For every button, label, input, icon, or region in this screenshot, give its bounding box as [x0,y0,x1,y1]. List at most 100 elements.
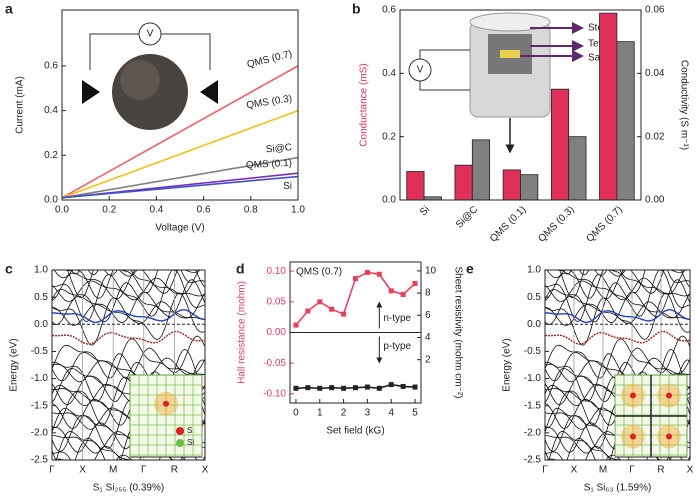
legend-label: QMS (0.3) [246,93,293,111]
legend-label: QMS (0.7) [246,49,293,71]
panel-label: e [466,261,474,277]
y2-tick-label: 0.06 [645,5,665,16]
marker [412,280,418,286]
marker [376,385,382,391]
legend-swatch [176,439,184,447]
marker [341,311,347,317]
x-tick-label: M [109,465,117,476]
annotation: p-type [383,341,411,352]
y-tick-label: 0.10 [267,266,287,277]
x-tick-label: 0.8 [244,205,258,216]
inset-atom [163,400,169,407]
bar [502,169,521,201]
x-tick-label: X [687,465,694,476]
x-tick-label: 0 [293,408,299,419]
y-tick-label: 0.4 [382,68,396,79]
x-tick-label: 3 [365,408,371,419]
y2-tick-label: 2 [425,354,431,365]
band [71,270,142,275]
x-tick-label: M [599,465,607,476]
band [545,219,690,252]
plot-frame [399,9,642,201]
y-tick-label: 0.0 [382,195,396,206]
band [52,231,205,254]
band [559,270,690,299]
legend-label: Si [187,438,194,447]
x-tick-label: R [171,465,178,476]
marker [364,384,370,390]
annotation: n-type [383,313,411,324]
band [545,270,667,276]
y2-tick-label: 0.02 [645,131,665,142]
panel-label: c [5,261,13,277]
inset-a: V [82,22,218,130]
marker [329,385,335,391]
panel-label: b [352,1,361,17]
marker [317,299,323,305]
marker [400,291,406,297]
y-axis-label: Energy (eV) [9,338,20,391]
band [55,420,205,460]
marker [293,385,299,391]
legend-label: QMS (0.1) [246,158,293,171]
x-axis-label: S₁ Si₂₅₅ (0.39%) [93,483,164,494]
y-axis-label: Hall resistance (mohm) [237,281,248,384]
y-tick-label: -2.5 [524,455,542,466]
band [52,270,200,301]
inset-atom [666,392,672,399]
y-tick-label: -1.0 [31,373,49,384]
y-tick-label: 0.00 [267,327,287,338]
legend-label: Si [283,181,292,192]
band [64,270,205,299]
series-line [61,109,299,199]
y-tick-label: 0.2 [44,150,58,161]
marker [353,385,358,391]
y-tick-label: -1.0 [524,373,542,384]
x-tick-label: Γ [629,465,635,476]
panel-label: d [236,261,245,277]
y-tick-label: 0.0 [34,319,48,330]
band [53,452,198,460]
band [545,291,690,325]
marker [388,288,394,294]
bar [599,12,618,201]
plot-frame [289,261,422,404]
legend-swatch [176,427,184,435]
x-tick-label: QMS (0.3) [536,204,576,244]
bar [520,174,539,201]
y-tick-label: 0.5 [34,292,48,303]
x-tick-label: Γ [141,465,147,476]
panel-label: a [5,1,13,17]
marker [317,385,323,391]
band [545,348,690,402]
y-tick-label: 0.2 [382,131,396,142]
y2-tick-label: 8 [425,288,431,299]
x-tick-label: QMS (0.7) [584,204,624,244]
y-tick-label: 1.0 [527,265,541,276]
y2-tick-label: 4 [425,332,431,343]
marker [353,276,358,282]
band [545,279,690,323]
x-tick-label: QMS (0.1) [488,204,528,244]
band [87,270,161,276]
band [52,432,205,460]
y-tick-label: -2.0 [31,427,49,438]
bar [616,41,635,201]
inset-atom [666,433,672,440]
y-tick-label: 1.0 [34,265,48,276]
band [545,330,690,345]
plot-frame [544,269,691,461]
y-tick-label: 0.4 [44,105,58,116]
y-axis-label: Conductance (mS) [359,63,370,146]
y-tick-label: -2.5 [31,455,49,466]
inset-text: V [147,29,154,40]
x-tick-label: X [79,465,86,476]
x-tick-label: 4 [388,408,394,419]
band [53,270,201,279]
x-tick-label: 0.6 [197,205,211,216]
x-tick-label: Si [418,204,432,218]
y-tick-label: -1.5 [31,400,49,411]
band [545,432,690,460]
band [563,270,631,275]
band [545,270,686,301]
